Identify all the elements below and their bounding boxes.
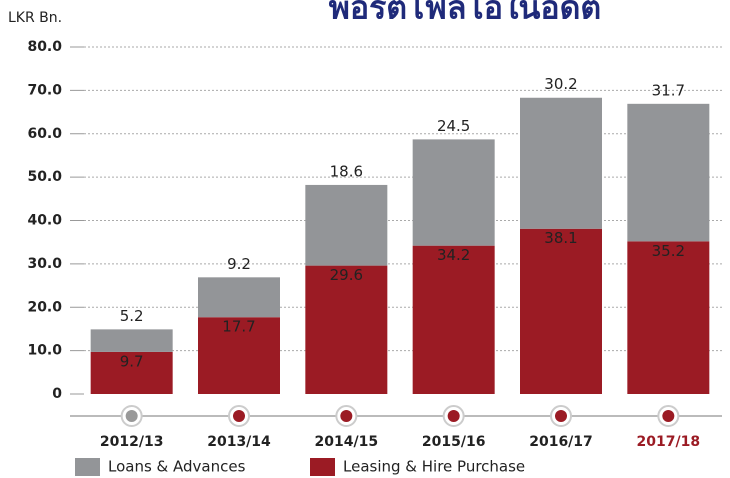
x-tick-label: 2017/18 xyxy=(637,434,701,450)
bar-segment xyxy=(627,241,710,394)
data-label: 17.7 xyxy=(222,318,255,336)
bar-segment xyxy=(412,139,495,246)
data-label: 5.2 xyxy=(120,307,144,325)
bar-segment xyxy=(412,245,495,394)
x-tick-label: 2015/16 xyxy=(422,434,486,450)
bar-segment xyxy=(198,317,280,394)
y-tick-label: 50.0 xyxy=(27,169,62,185)
x-tick-label: 2013/14 xyxy=(207,434,271,450)
data-label: 18.6 xyxy=(330,162,363,180)
bar-segment xyxy=(305,265,388,394)
y-tick-label: 0 xyxy=(52,386,62,402)
axis-marker-dot xyxy=(555,410,567,422)
y-tick-label: 10.0 xyxy=(27,343,62,359)
y-tick-label: 70.0 xyxy=(27,82,62,98)
x-tick-label: 2012/13 xyxy=(100,434,164,450)
axis-marker-dot xyxy=(447,410,460,422)
axis-marker-dot xyxy=(233,410,245,422)
bar-segment xyxy=(90,351,173,394)
legend-swatch xyxy=(310,458,335,476)
axis-marker-dot xyxy=(662,410,675,422)
axis-marker-dot xyxy=(125,410,138,422)
y-tick-label: 40.0 xyxy=(27,213,62,229)
data-label: 35.2 xyxy=(652,242,685,260)
bar-segment xyxy=(520,97,602,229)
data-label: 9.2 xyxy=(227,255,251,273)
data-label: 34.2 xyxy=(437,246,470,264)
legend-label: Loans & Advances xyxy=(108,458,246,476)
bar-segment xyxy=(90,329,173,352)
y-tick-label: 30.0 xyxy=(27,256,62,272)
data-label: 31.7 xyxy=(652,81,685,99)
bar-segment xyxy=(198,277,280,318)
data-label: 30.2 xyxy=(544,75,577,93)
data-label: 9.7 xyxy=(120,352,144,370)
axis-marker-dot xyxy=(340,410,353,422)
bar-segment xyxy=(627,103,710,242)
chart-title: พอร์ตโฟลิโอในอดีต xyxy=(329,0,601,27)
legend-swatch xyxy=(75,458,100,476)
legend-label: Leasing & Hire Purchase xyxy=(343,458,525,476)
bar-segment xyxy=(520,228,602,394)
data-label: 29.6 xyxy=(330,266,363,284)
y-tick-label: 80.0 xyxy=(27,39,62,55)
x-tick-label: 2016/17 xyxy=(529,434,593,450)
y-tick-label: 60.0 xyxy=(27,126,62,142)
y-tick-label: 20.0 xyxy=(27,299,62,315)
data-label: 38.1 xyxy=(544,229,577,247)
bar-segment xyxy=(305,184,388,266)
data-label: 24.5 xyxy=(437,117,470,135)
y-axis-label: LKR Bn. xyxy=(8,10,62,26)
x-tick-label: 2014/15 xyxy=(315,434,379,450)
